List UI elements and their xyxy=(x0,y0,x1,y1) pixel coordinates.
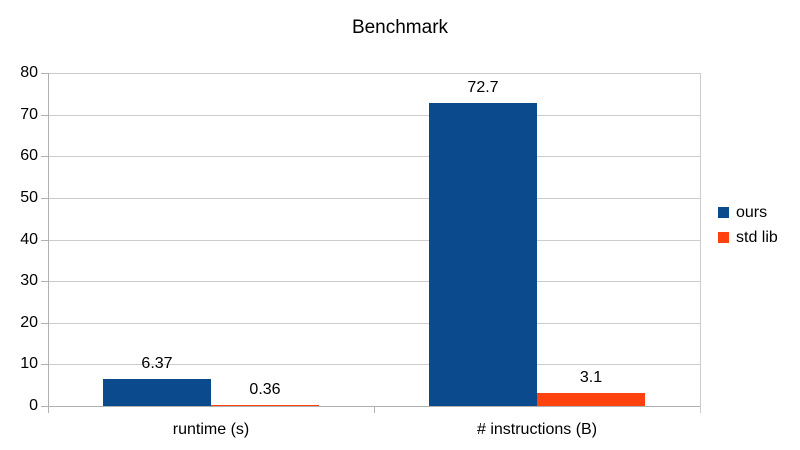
bar-std-lib-1 xyxy=(537,393,645,406)
y-tick-label: 0 xyxy=(29,397,38,414)
y-axis-tick xyxy=(41,114,48,116)
legend: ours std lib xyxy=(718,197,778,253)
y-tick-label: 40 xyxy=(20,230,38,248)
bar-ours-0 xyxy=(103,379,211,406)
value-label: 6.37 xyxy=(141,355,173,373)
y-axis-tick xyxy=(41,197,48,199)
y-tick-label: 70 xyxy=(20,105,38,123)
y-axis-line xyxy=(48,73,49,413)
gridline xyxy=(48,281,700,283)
legend-item-ours: ours xyxy=(718,203,778,222)
gridline xyxy=(48,239,700,241)
value-label: 0.36 xyxy=(249,380,281,398)
y-axis-tick xyxy=(41,281,48,283)
gridline xyxy=(48,156,700,158)
y-axis-tick xyxy=(41,73,48,74)
y-tick-label: 30 xyxy=(20,272,38,290)
y-tick-label: 50 xyxy=(20,188,38,206)
legend-item-stdlib: std lib xyxy=(718,228,778,247)
value-label: 3.1 xyxy=(579,369,603,387)
category-label: runtime (s) xyxy=(172,421,250,438)
legend-swatch-ours xyxy=(718,207,729,218)
chart-title: Benchmark xyxy=(351,17,449,38)
category-label: # instructions (B) xyxy=(476,421,598,438)
y-axis-tick xyxy=(41,322,48,324)
bar-ours-1 xyxy=(429,103,537,406)
gridline xyxy=(48,114,700,116)
y-axis-tick xyxy=(41,364,48,366)
y-tick-label: 20 xyxy=(20,313,38,331)
y-axis-tick xyxy=(41,156,48,158)
gridline xyxy=(48,73,700,74)
legend-label-stdlib: std lib xyxy=(736,229,778,246)
y-tick-label: 10 xyxy=(20,355,38,373)
gridline xyxy=(48,364,700,366)
legend-label-ours: ours xyxy=(736,204,768,221)
y-axis-tick xyxy=(41,406,48,407)
legend-swatch-stdlib xyxy=(718,232,729,243)
x-axis-tick xyxy=(374,406,375,413)
y-tick-label: 60 xyxy=(20,147,38,165)
plot-right-border xyxy=(700,73,701,413)
y-axis-tick xyxy=(41,239,48,241)
y-tick-label: 80 xyxy=(20,64,38,81)
gridline xyxy=(48,322,700,324)
value-label: 72.7 xyxy=(467,79,499,97)
gridline xyxy=(48,197,700,199)
bar-std-lib-0 xyxy=(211,404,319,406)
